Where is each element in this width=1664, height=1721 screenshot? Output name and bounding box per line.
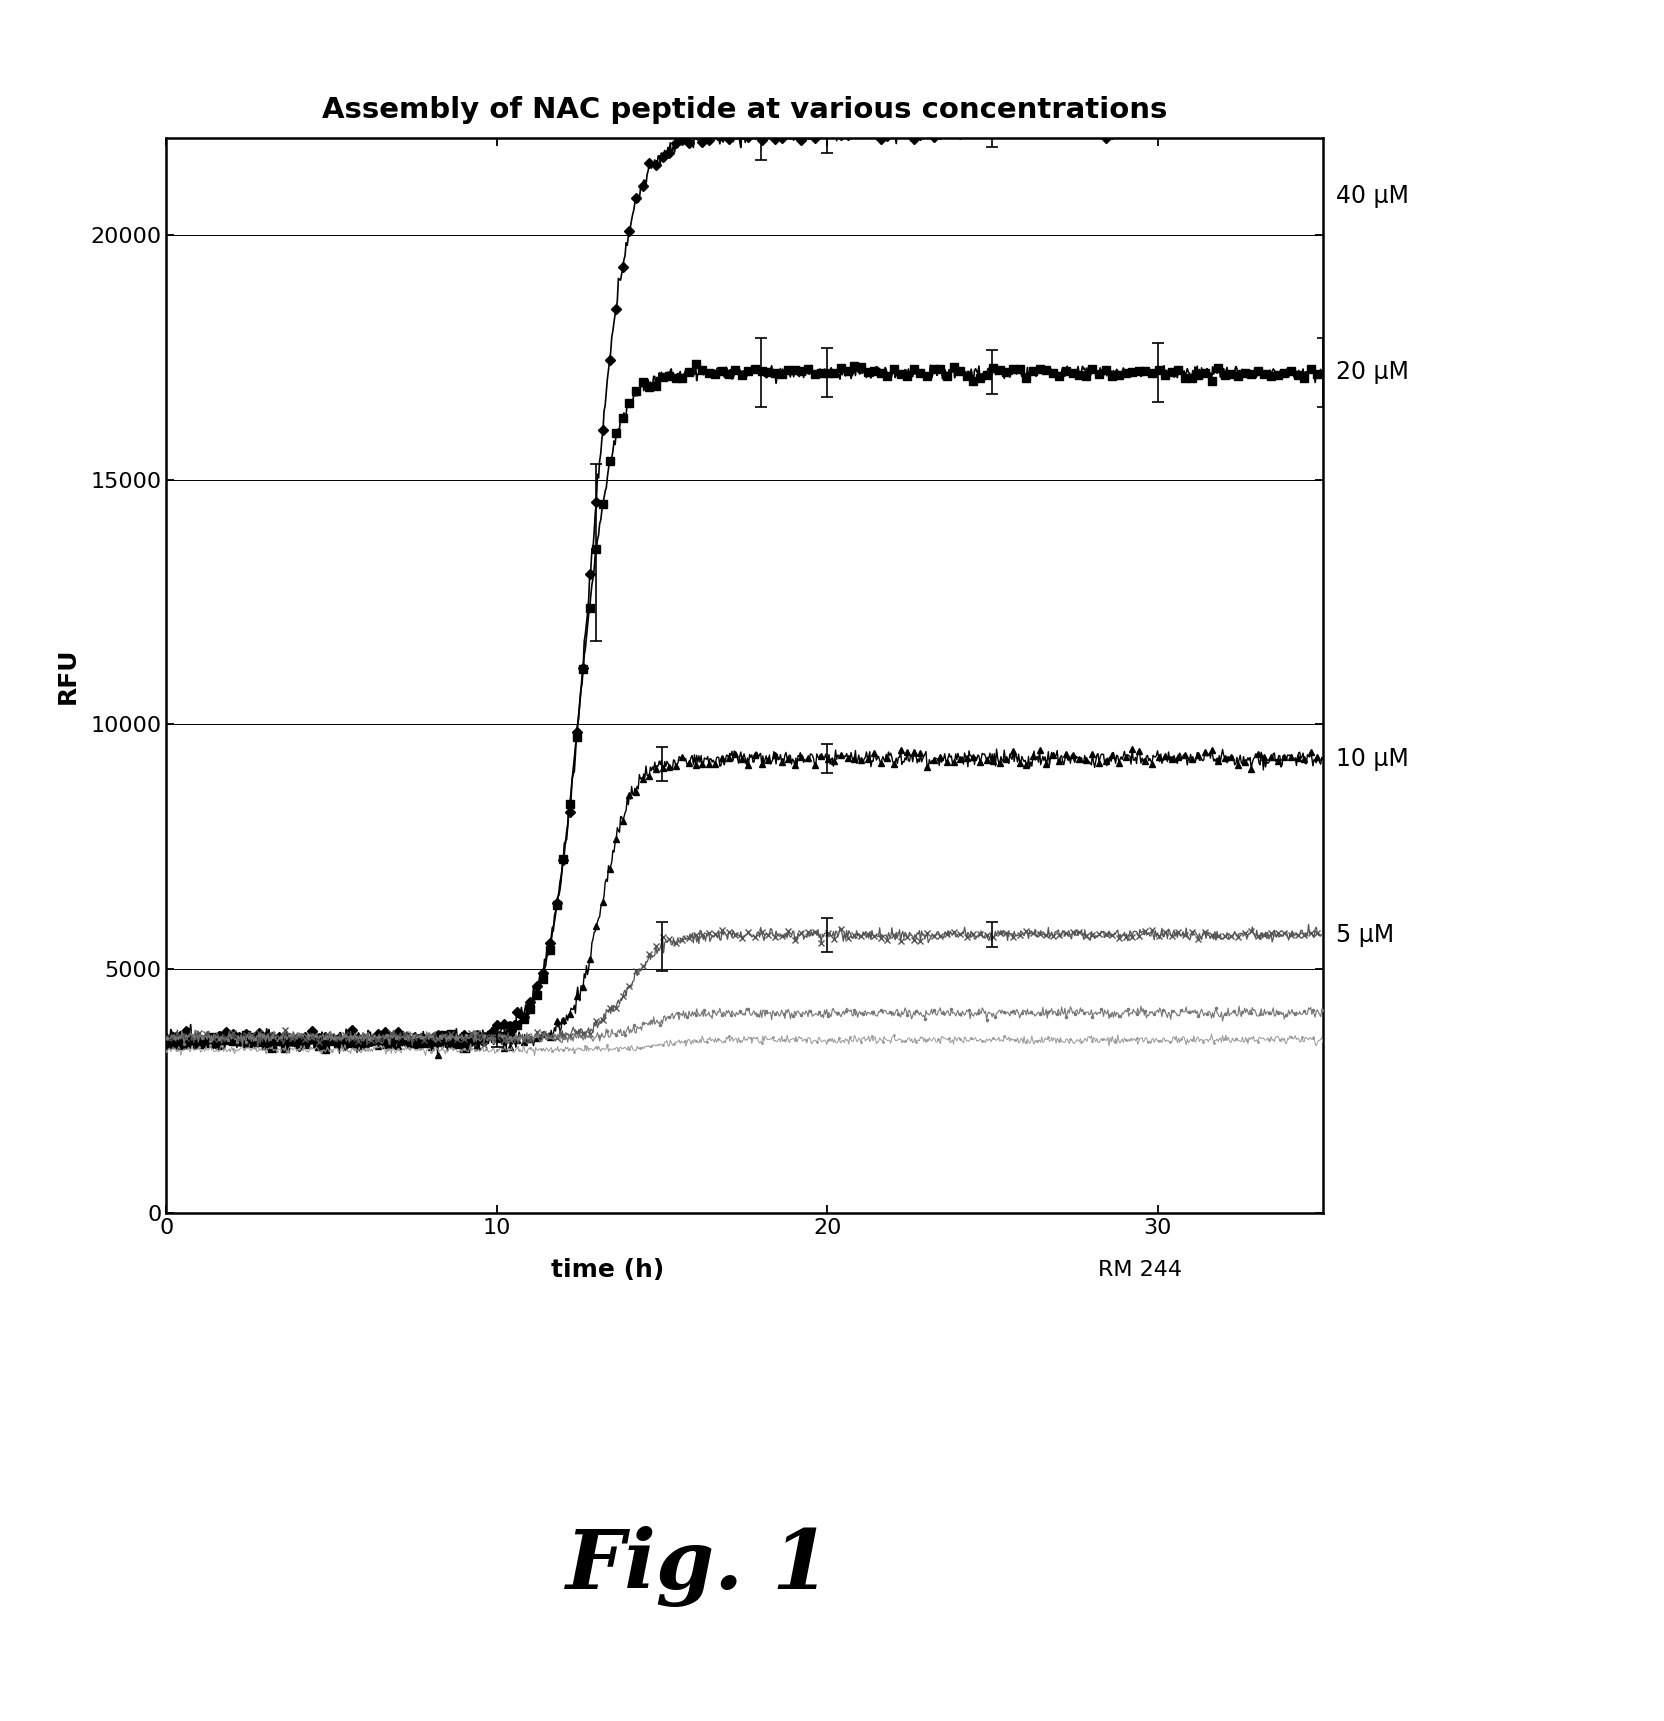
Text: 40 μM: 40 μM [1336, 184, 1409, 208]
Text: RM 244: RM 244 [1098, 1260, 1181, 1280]
Text: 10 μM: 10 μM [1336, 747, 1409, 771]
Title: Assembly of NAC peptide at various concentrations: Assembly of NAC peptide at various conce… [321, 96, 1168, 124]
Text: Fig. 1: Fig. 1 [566, 1525, 832, 1607]
Y-axis label: RFU: RFU [55, 647, 80, 704]
Text: 20 μM: 20 μM [1336, 360, 1409, 384]
Text: time (h): time (h) [551, 1258, 664, 1282]
Text: 5 μM: 5 μM [1336, 922, 1394, 947]
